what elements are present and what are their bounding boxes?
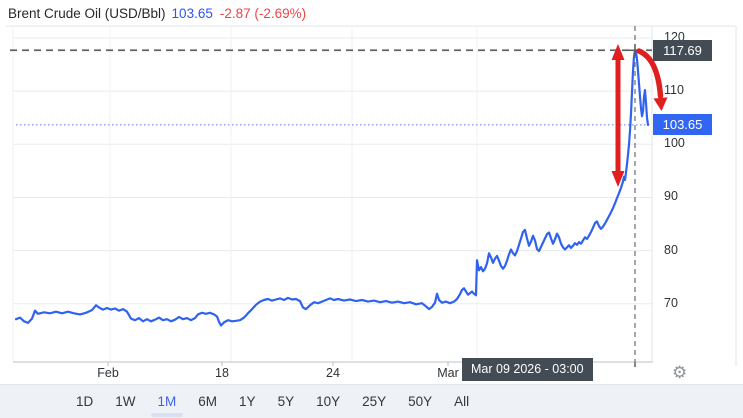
crosshair-price-tag: 117.69 bbox=[653, 39, 712, 61]
instrument-title: Brent Crude Oil (USD/Bbl) bbox=[8, 6, 166, 21]
time-axis-label: Feb bbox=[97, 366, 119, 380]
settings-gear-icon[interactable]: ⚙ bbox=[672, 363, 688, 383]
time-axis-label: 24 bbox=[326, 366, 340, 380]
price-axis-label: 70 bbox=[664, 295, 678, 310]
timeframe-button-1d[interactable]: 1D bbox=[68, 391, 101, 412]
timeframe-button-1w[interactable]: 1W bbox=[107, 391, 143, 412]
grid-layer bbox=[6, 25, 737, 367]
timeframe-button-10y[interactable]: 10Y bbox=[308, 391, 348, 412]
price-axis-label: 80 bbox=[664, 242, 678, 257]
time-axis-label: 18 bbox=[215, 366, 229, 380]
timeframe-button-25y[interactable]: 25Y bbox=[354, 391, 394, 412]
drop-arrow-icon bbox=[636, 48, 668, 111]
surge-range-arrow-icon bbox=[611, 44, 625, 187]
price-axis-label: 90 bbox=[664, 189, 678, 204]
time-axis-label: Mar bbox=[437, 366, 459, 380]
price-axis-label: 100 bbox=[664, 136, 685, 151]
timeframe-button-5y[interactable]: 5Y bbox=[270, 391, 303, 412]
timeframe-button-50y[interactable]: 50Y bbox=[400, 391, 440, 412]
last-price-tag: 103.65 bbox=[653, 114, 712, 136]
timeframe-button-1m[interactable]: 1M bbox=[150, 391, 185, 417]
chart-header: Brent Crude Oil (USD/Bbl) 103.65 -2.87 (-2… bbox=[8, 6, 306, 21]
timeframe-button-all[interactable]: All bbox=[446, 391, 477, 412]
last-price-text: 103.65 bbox=[171, 6, 213, 21]
price-axis-label: 110 bbox=[664, 83, 684, 98]
timeframe-button-1y[interactable]: 1Y bbox=[231, 391, 264, 412]
crosshair-date-tooltip: Mar 09 2026 - 03:00 bbox=[462, 358, 593, 381]
price-change-text: -2.87 (-2.69%) bbox=[219, 6, 307, 21]
timeframe-button-6m[interactable]: 6M bbox=[190, 391, 225, 412]
price-line-series bbox=[14, 49, 650, 327]
timeframe-toolbar: 1D 1W 1M 6M 1Y 5Y 10Y 25Y 50Y All bbox=[0, 384, 743, 418]
